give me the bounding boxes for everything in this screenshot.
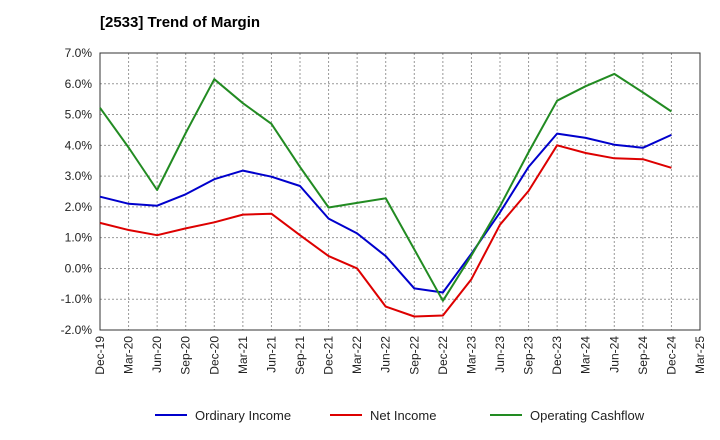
x-tick-label: Sep-24: [636, 336, 650, 375]
series-line-ordinary-income: [99, 132, 672, 294]
series-lines: [99, 72, 672, 318]
x-tick-label: Dec-19: [93, 336, 107, 375]
x-tick-label: Mar-23: [464, 336, 478, 374]
legend-label: Ordinary Income: [195, 408, 291, 423]
x-tick-label: Dec-24: [664, 336, 678, 375]
y-tick-label: 6.0%: [65, 77, 93, 91]
legend-label: Operating Cashflow: [530, 408, 645, 423]
y-tick-label: 0.0%: [65, 261, 93, 275]
x-tick-label: Mar-25: [693, 336, 707, 374]
x-tick-label: Jun-21: [264, 336, 278, 373]
y-tick-label: -1.0%: [61, 292, 93, 306]
x-tick-label: Jun-23: [493, 336, 507, 373]
y-tick-label: -2.0%: [61, 323, 93, 337]
y-tick-label: 3.0%: [65, 169, 93, 183]
x-tick-label: Jun-20: [150, 336, 164, 373]
plot-frame: [99, 52, 701, 331]
x-tick-label: Jun-22: [379, 336, 393, 373]
y-tick-label: 1.0%: [65, 231, 93, 245]
x-tick-labels: Dec-19 Mar-20 Jun-20 Sep-20 Dec-20 Mar-21 Jun-…: [93, 336, 707, 375]
axes: [99, 52, 701, 331]
chart-title: [2533] Trend of Margin: [100, 14, 261, 31]
x-tick-label: Mar-20: [122, 336, 136, 374]
y-tick-label: 5.0%: [65, 108, 93, 122]
legend-label: Net Income: [370, 408, 436, 423]
series-line-operating-cashflow: [99, 72, 672, 302]
x-tick-label: Dec-23: [550, 336, 564, 375]
x-tick-label: Dec-21: [322, 336, 336, 375]
y-tick-label: 7.0%: [65, 46, 93, 60]
x-tick-label: Jun-24: [607, 336, 621, 373]
x-tick-label: Sep-23: [522, 336, 536, 375]
x-tick-label: Sep-22: [407, 336, 421, 375]
x-tick-label: Mar-24: [579, 336, 593, 374]
y-tick-labels: 7.0% 6.0% 5.0% 4.0% 3.0% 2.0% 1.0% 0.0% -1.0% -2.…: [61, 46, 93, 337]
series-line-net-income: [99, 144, 672, 318]
x-tick-label: Mar-21: [236, 336, 250, 374]
x-tick-label: Sep-21: [293, 336, 307, 375]
x-tick-label: Dec-20: [207, 336, 221, 375]
legend: Ordinary Income Net Income Operating Cashf…: [155, 408, 645, 423]
x-tick-label: Mar-22: [350, 336, 364, 374]
y-tick-label: 2.0%: [65, 200, 93, 214]
y-tick-label: 4.0%: [65, 138, 93, 152]
x-tick-label: Sep-20: [179, 336, 193, 375]
x-tick-label: Dec-22: [436, 336, 450, 375]
